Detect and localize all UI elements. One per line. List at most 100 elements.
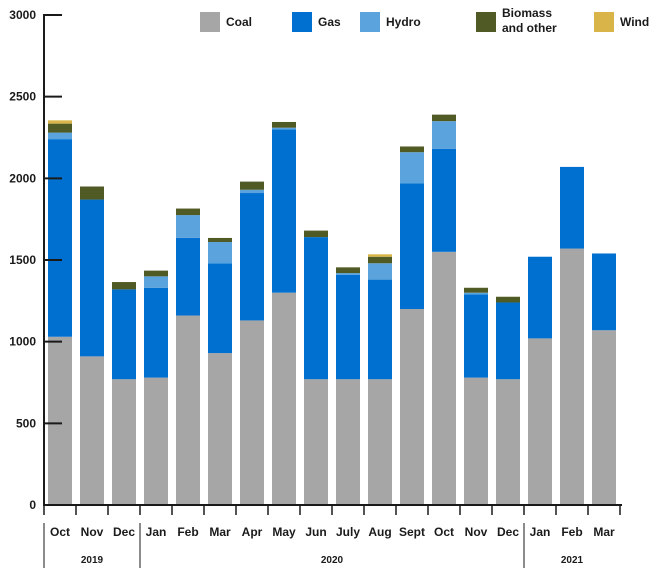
bar-gas-9	[336, 274, 360, 380]
bar-biomass-13	[464, 287, 488, 293]
bar-hydro-3	[144, 276, 168, 288]
bar-coal-11	[400, 309, 424, 505]
x-tick-label-5: Mar	[209, 525, 231, 539]
bar-coal-15	[528, 338, 552, 505]
bars-layer	[48, 114, 616, 505]
bar-hydro-11	[400, 152, 424, 184]
bar-wind-10	[368, 254, 392, 257]
axes-layer: 0 500 1000 1500 2000 2500 3000 Oct Nov Dec Jan Feb M…	[9, 8, 622, 568]
x-tick-label-2: Dec	[113, 525, 135, 539]
bar-gas-13	[464, 294, 488, 378]
bar-biomass-4	[176, 208, 200, 216]
bar-biomass-3	[144, 270, 168, 277]
bar-gas-17	[592, 253, 616, 331]
bar-gas-7	[272, 129, 296, 293]
legend: Coal Gas Hydro Biomass and other Wind	[200, 6, 649, 35]
bar-hydro-6	[240, 189, 264, 194]
bar-biomass-2	[112, 282, 136, 290]
bar-hydro-10	[368, 263, 392, 280]
bar-gas-1	[80, 199, 104, 357]
bar-gas-11	[400, 183, 424, 309]
bar-coal-10	[368, 379, 392, 505]
bar-gas-5	[208, 263, 232, 354]
bar-biomass-9	[336, 267, 360, 274]
year-label-2020: 2020	[321, 555, 344, 566]
legend-swatch-1	[292, 12, 312, 32]
bar-gas-3	[144, 287, 168, 378]
bar-biomass-1	[80, 186, 104, 200]
x-tick-label-10: Aug	[368, 525, 391, 539]
bar-biomass-0	[48, 123, 72, 133]
x-tick-label-11: Sept	[399, 525, 425, 539]
bar-gas-4	[176, 237, 200, 316]
x-tick-label-15: Jan	[530, 525, 551, 539]
bar-coal-4	[176, 315, 200, 505]
bar-coal-5	[208, 353, 232, 505]
x-tick-label-6: Apr	[242, 525, 263, 539]
bar-coal-7	[272, 292, 296, 505]
bar-gas-12	[432, 148, 456, 252]
bar-gas-10	[368, 279, 392, 380]
x-tick-label-16: Feb	[561, 525, 582, 539]
bar-hydro-13	[464, 292, 488, 295]
x-tick-label-17: Mar	[593, 525, 615, 539]
bar-coal-9	[336, 379, 360, 505]
bar-gas-8	[304, 237, 328, 380]
x-tick-label-9: July	[336, 525, 360, 539]
bar-biomass-12	[432, 114, 456, 122]
bar-gas-6	[240, 193, 264, 321]
bar-hydro-5	[208, 242, 232, 264]
bar-coal-13	[464, 377, 488, 505]
bar-coal-16	[560, 248, 584, 505]
bar-biomass-5	[208, 237, 232, 243]
legend-swatch-0	[200, 12, 220, 32]
bar-coal-3	[144, 377, 168, 505]
year-label-2021: 2021	[561, 555, 584, 566]
legend-swatch-3	[476, 12, 496, 32]
bar-gas-16	[560, 166, 584, 249]
y-tick-label-3000: 3000	[9, 8, 36, 22]
bar-coal-12	[432, 251, 456, 505]
bar-coal-0	[48, 336, 72, 505]
y-tick-label-1500: 1500	[9, 253, 36, 267]
x-tick-label-7: May	[272, 525, 296, 539]
bar-hydro-7	[272, 127, 296, 130]
legend-swatch-2	[360, 12, 380, 32]
x-tick-label-0: Oct	[50, 525, 70, 539]
bar-biomass-7	[272, 121, 296, 128]
bar-hydro-12	[432, 121, 456, 149]
y-tick-label-500: 500	[16, 416, 36, 430]
x-tick-label-4: Feb	[177, 525, 198, 539]
y-tick-label-2000: 2000	[9, 171, 36, 185]
y-tick-label-1000: 1000	[9, 335, 36, 349]
x-tick-label-8: Jun	[305, 525, 326, 539]
bar-coal-17	[592, 330, 616, 505]
bar-coal-6	[240, 320, 264, 505]
y-tick-label-2500: 2500	[9, 90, 36, 104]
bar-hydro-9	[336, 273, 360, 275]
bar-gas-2	[112, 289, 136, 380]
legend-label-1: Gas	[318, 15, 341, 29]
bar-biomass-14	[496, 296, 520, 303]
bar-coal-8	[304, 379, 328, 505]
bar-biomass-6	[240, 181, 264, 190]
x-tick-label-12: Oct	[434, 525, 454, 539]
y-tick-label-0: 0	[29, 498, 36, 512]
bar-gas-15	[528, 256, 552, 339]
bar-coal-2	[112, 379, 136, 505]
year-label-2019: 2019	[81, 555, 104, 566]
legend-label-4: Wind	[620, 15, 649, 29]
bar-wind-0	[48, 120, 72, 124]
legend-label-0: Coal	[226, 15, 252, 29]
x-tick-label-13: Nov	[465, 525, 488, 539]
bar-hydro-0	[48, 132, 72, 140]
x-tick-label-1: Nov	[81, 525, 104, 539]
bar-gas-14	[496, 302, 520, 380]
bar-coal-1	[80, 356, 104, 505]
legend-swatch-4	[594, 12, 614, 32]
bar-gas-0	[48, 139, 72, 337]
legend-label-3: Biomass and other	[502, 6, 557, 35]
x-tick-label-3: Jan	[146, 525, 167, 539]
x-tick-label-14: Dec	[497, 525, 519, 539]
